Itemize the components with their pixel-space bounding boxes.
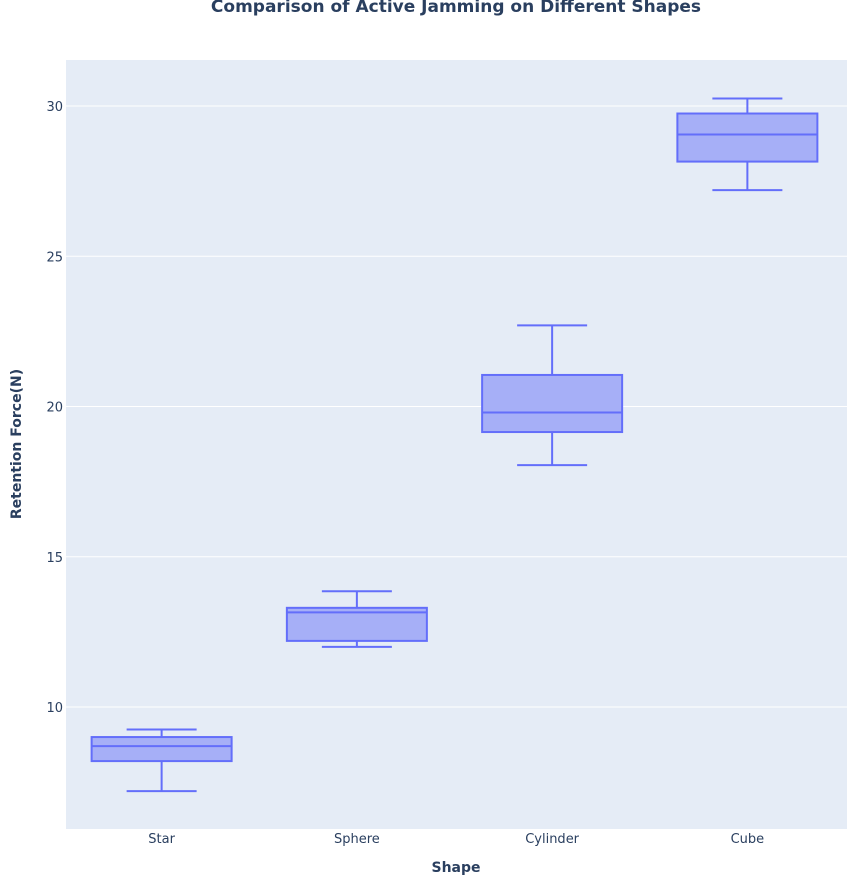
box-star (90, 728, 233, 793)
y-tick-label: 10 (46, 701, 63, 716)
grid-lines (66, 105, 847, 708)
plot-area (66, 60, 847, 829)
x-tick-label: Cylinder (525, 832, 579, 847)
box-sphere (285, 590, 428, 648)
iqr-box (285, 606, 428, 642)
x-tick-label: Star (148, 832, 175, 847)
y-tick-label: 25 (46, 250, 63, 265)
y-axis-title: Retention Force(N) (9, 369, 25, 519)
chart-title: Comparison of Active Jamming on Differen… (211, 0, 701, 17)
boxes (90, 97, 819, 793)
y-axis-ticks: 10 15 20 25 30 (46, 100, 63, 716)
y-tick-label: 15 (46, 551, 63, 566)
x-axis-title: Shape (431, 860, 480, 876)
x-tick-label: Cube (731, 832, 765, 847)
y-tick-label: 20 (46, 401, 63, 416)
box-cube (676, 97, 819, 192)
y-tick-label: 30 (46, 100, 63, 115)
x-axis-ticks: Star Sphere Cylinder Cube (148, 832, 764, 847)
iqr-box (676, 112, 819, 163)
x-tick-label: Sphere (334, 832, 380, 847)
box-cylinder (481, 324, 624, 467)
iqr-box (90, 736, 233, 763)
iqr-box (481, 373, 624, 434)
